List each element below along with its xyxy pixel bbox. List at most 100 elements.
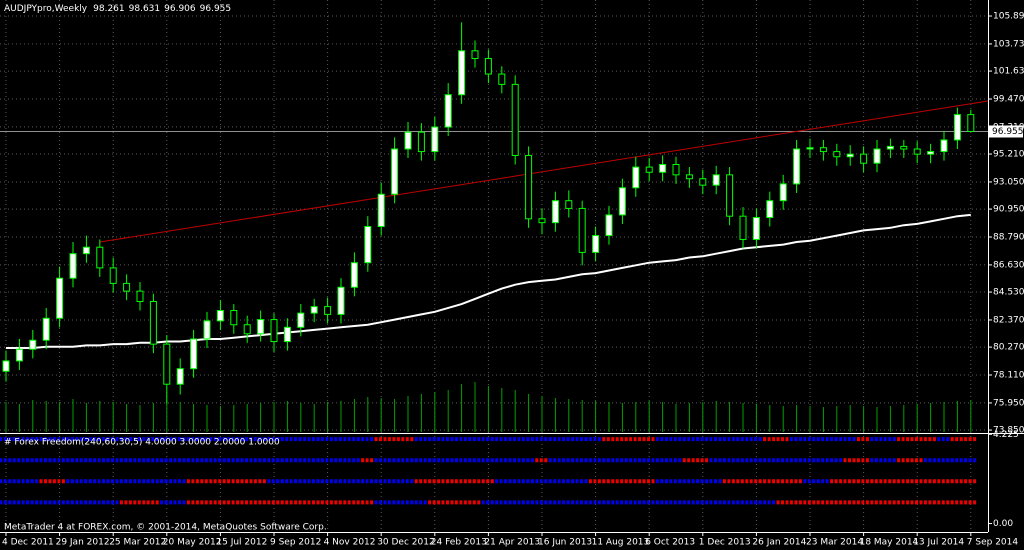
candle-body bbox=[431, 126, 439, 153]
y-tick-label: 95.210 bbox=[993, 150, 1024, 160]
indicator-title: # Forex Freedom(240,60,30,5) 4.0000 3.00… bbox=[4, 438, 280, 448]
candle-body bbox=[632, 166, 640, 189]
y-tick-label: 88.790 bbox=[993, 232, 1024, 242]
candle-body bbox=[565, 200, 573, 209]
candle-body bbox=[886, 145, 894, 150]
y-tick-label: 78.110 bbox=[993, 371, 1024, 381]
x-tick-label: 15 Jul 2012 bbox=[216, 538, 267, 548]
x-tick-label: 4 Nov 2012 bbox=[324, 538, 376, 548]
candle-body bbox=[726, 174, 734, 217]
x-tick-label: 18 May 2014 bbox=[860, 538, 919, 548]
candle-body bbox=[471, 50, 479, 60]
candle-body bbox=[739, 215, 747, 240]
candle-body bbox=[136, 290, 144, 302]
candle-body bbox=[109, 267, 117, 284]
candle-body bbox=[391, 148, 399, 195]
x-tick-label: 21 Apr 2013 bbox=[484, 538, 540, 548]
x-tick-label: 29 Jan 2012 bbox=[56, 538, 110, 548]
y-tick-label: 90.950 bbox=[993, 205, 1024, 215]
x-tick-label: 7 Sep 2014 bbox=[967, 538, 1019, 548]
candle-body bbox=[257, 319, 265, 335]
candle-body bbox=[538, 218, 546, 224]
candle-body bbox=[270, 319, 278, 343]
candle-body bbox=[2, 360, 10, 372]
candle-body bbox=[324, 306, 332, 315]
y-tick-label: 75.950 bbox=[993, 398, 1024, 408]
candle-body bbox=[29, 339, 37, 350]
candle-body bbox=[860, 153, 868, 164]
candle-body bbox=[444, 94, 452, 128]
trendline bbox=[99, 100, 989, 243]
candle-body bbox=[913, 148, 921, 155]
y-tick-label: 103.730 bbox=[993, 39, 1024, 49]
candle-body bbox=[96, 246, 104, 269]
x-tick-label: 20 May 2012 bbox=[163, 538, 222, 548]
x-tick-label: 23 Mar 2014 bbox=[806, 538, 863, 548]
header-high: 98.631 bbox=[129, 4, 161, 14]
candle-body bbox=[699, 178, 707, 186]
last-price-label: 96.955 bbox=[992, 127, 1024, 137]
candle-body bbox=[15, 348, 23, 362]
candle-body bbox=[873, 148, 881, 164]
candle-body bbox=[578, 207, 586, 253]
candle-body bbox=[417, 131, 425, 153]
x-tick-label: 13 Jul 2014 bbox=[913, 538, 964, 548]
candle-body bbox=[672, 164, 680, 176]
header-low: 96.906 bbox=[164, 4, 196, 14]
candle-body bbox=[310, 306, 318, 314]
candle-body bbox=[123, 282, 131, 292]
last-price-box bbox=[989, 125, 1023, 138]
x-tick-label: 9 Sep 2012 bbox=[270, 538, 321, 548]
x-tick-label: 11 Aug 2013 bbox=[592, 538, 650, 548]
candle-body bbox=[377, 193, 385, 228]
candle-body bbox=[149, 300, 157, 345]
candle-body bbox=[190, 338, 198, 370]
candle-body bbox=[297, 312, 305, 328]
candle-body bbox=[525, 154, 533, 220]
y-tick-label: 80.270 bbox=[993, 343, 1024, 353]
candle-body bbox=[498, 73, 506, 85]
candle-body bbox=[203, 320, 211, 340]
x-tick-label: 24 Feb 2013 bbox=[431, 538, 487, 548]
candle-body bbox=[337, 286, 345, 315]
y-tick-label: 101.630 bbox=[993, 67, 1024, 77]
candle-body bbox=[927, 151, 935, 155]
candle-body bbox=[712, 174, 720, 186]
y-tick-label: 73.850 bbox=[993, 426, 1024, 436]
candle-body bbox=[56, 277, 64, 319]
candle-body bbox=[766, 200, 774, 218]
x-tick-label: 25 Mar 2012 bbox=[109, 538, 166, 548]
candle-body bbox=[484, 58, 492, 75]
candle-body bbox=[685, 174, 693, 180]
candle-body bbox=[163, 343, 171, 385]
candle-body bbox=[69, 253, 77, 279]
y-tick-label: 105.890 bbox=[993, 12, 1024, 22]
candle-body bbox=[953, 114, 961, 141]
candle-body bbox=[900, 145, 908, 150]
candle-body bbox=[82, 246, 90, 255]
candle-body bbox=[967, 114, 975, 132]
candle-body bbox=[819, 147, 827, 153]
candle-body bbox=[458, 50, 466, 96]
y-tick-label: 82.370 bbox=[993, 315, 1024, 325]
symbol-title: AUDJPYpro,Weekly bbox=[4, 4, 88, 14]
candle-body bbox=[243, 324, 251, 335]
candle-body bbox=[592, 235, 600, 253]
candle-body bbox=[940, 139, 948, 153]
candle-body bbox=[283, 326, 291, 343]
candle-body bbox=[176, 368, 184, 385]
footer: MetaTrader 4 at FOREX.com, © 2001-2014, … bbox=[4, 523, 327, 533]
candle-body bbox=[659, 164, 667, 173]
x-tick-label: 6 Oct 2013 bbox=[645, 538, 695, 548]
candle-body bbox=[42, 317, 50, 341]
x-tick-label: 1 Dec 2013 bbox=[699, 538, 751, 548]
header-close: 96.955 bbox=[200, 4, 232, 14]
candle-body bbox=[833, 151, 841, 158]
y-tick-label: 93.050 bbox=[993, 177, 1024, 187]
candle-body bbox=[605, 214, 613, 237]
candle-body bbox=[364, 226, 372, 264]
x-tick-label: 30 Dec 2012 bbox=[377, 538, 435, 548]
candle-body bbox=[230, 310, 238, 326]
